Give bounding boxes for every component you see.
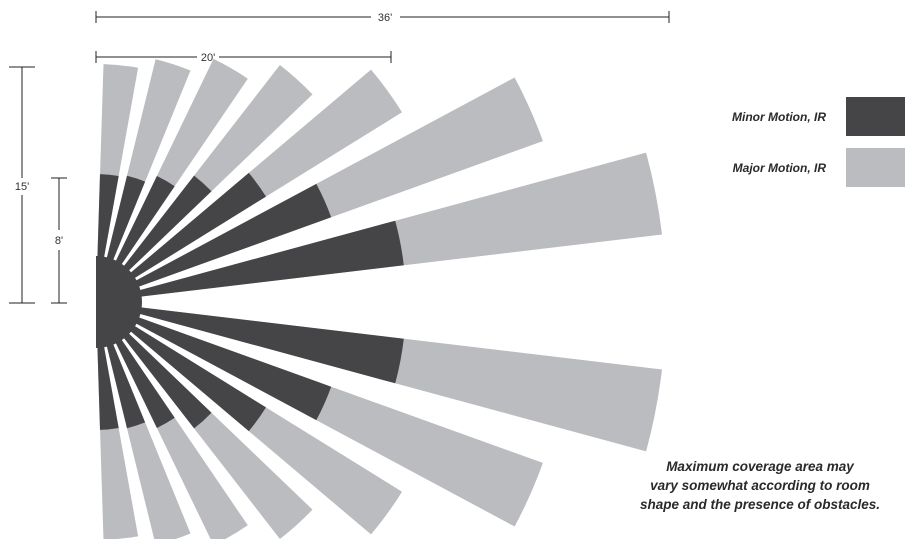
note-line-2: vary somewhat according to room (650, 478, 870, 493)
legend-item-minor: Minor Motion, IR (732, 97, 905, 136)
dimension-8ft-label: 8' (55, 235, 63, 247)
legend-swatch-minor (846, 97, 905, 136)
minor-ray-7 (96, 220, 404, 302)
major-motion-zone (96, 58, 662, 539)
legend: Minor Motion, IR Major Motion, IR (732, 97, 905, 187)
dimension-8ft: 8' (51, 177, 67, 304)
note-line-3: shape and the presence of obstacles. (639, 497, 881, 512)
dimension-36ft-label: 36' (378, 12, 392, 24)
minor-ray-12 (96, 302, 266, 432)
minor-ray-5 (96, 172, 266, 302)
dimension-20ft-label: 20' (201, 52, 215, 64)
legend-item-major: Major Motion, IR (733, 148, 905, 187)
legend-label-major: Major Motion, IR (733, 161, 827, 175)
minor-ray-6 (96, 183, 332, 302)
coverage-note: Maximum coverage area may vary somewhat … (590, 457, 905, 514)
legend-label-minor: Minor Motion, IR (732, 110, 826, 124)
note-line-1: Maximum coverage area may (666, 459, 854, 474)
minor-ray-14 (96, 302, 404, 384)
minor-ray-13 (96, 302, 332, 421)
dimension-20ft: 20' (95, 51, 392, 64)
legend-swatch-major (846, 148, 905, 187)
dimension-15ft-label: 15' (15, 181, 29, 193)
sensor-hub (96, 256, 142, 348)
dimension-15ft: 15' (9, 66, 35, 304)
dimension-36ft: 36' (95, 11, 670, 24)
minor-motion-zone (96, 172, 404, 432)
